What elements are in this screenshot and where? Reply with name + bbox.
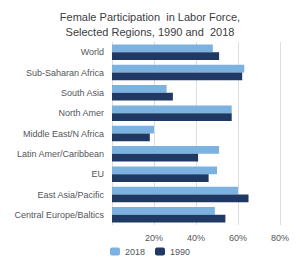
svg-text:60%: 60% xyxy=(229,233,247,243)
svg-text:Latin Amer/Caribbean: Latin Amer/Caribbean xyxy=(17,149,104,159)
svg-text:20%: 20% xyxy=(145,233,163,243)
svg-text:North Amer: North Amer xyxy=(58,108,104,118)
svg-text:Female Participation in Labor: Female Participation in Labor Force, xyxy=(60,11,240,23)
svg-text:World: World xyxy=(81,47,104,57)
svg-text:80%: 80% xyxy=(271,233,289,243)
svg-text:1990: 1990 xyxy=(170,247,190,257)
svg-text:East Asia/Pacific: East Asia/Pacific xyxy=(37,190,104,200)
svg-text:South Asia: South Asia xyxy=(61,88,104,98)
svg-text:Selected Regions, 1990 and 20: Selected Regions, 1990 and 2018 xyxy=(66,26,235,38)
svg-text:40%: 40% xyxy=(187,233,205,243)
svg-text:Central Europe/Baltics: Central Europe/Baltics xyxy=(14,210,104,220)
svg-text:Sub-Saharan Africa: Sub-Saharan Africa xyxy=(26,68,104,78)
svg-text:EU: EU xyxy=(91,169,104,179)
svg-text:2018: 2018 xyxy=(125,247,145,257)
svg-text:Middle East/N Africa: Middle East/N Africa xyxy=(23,129,104,139)
